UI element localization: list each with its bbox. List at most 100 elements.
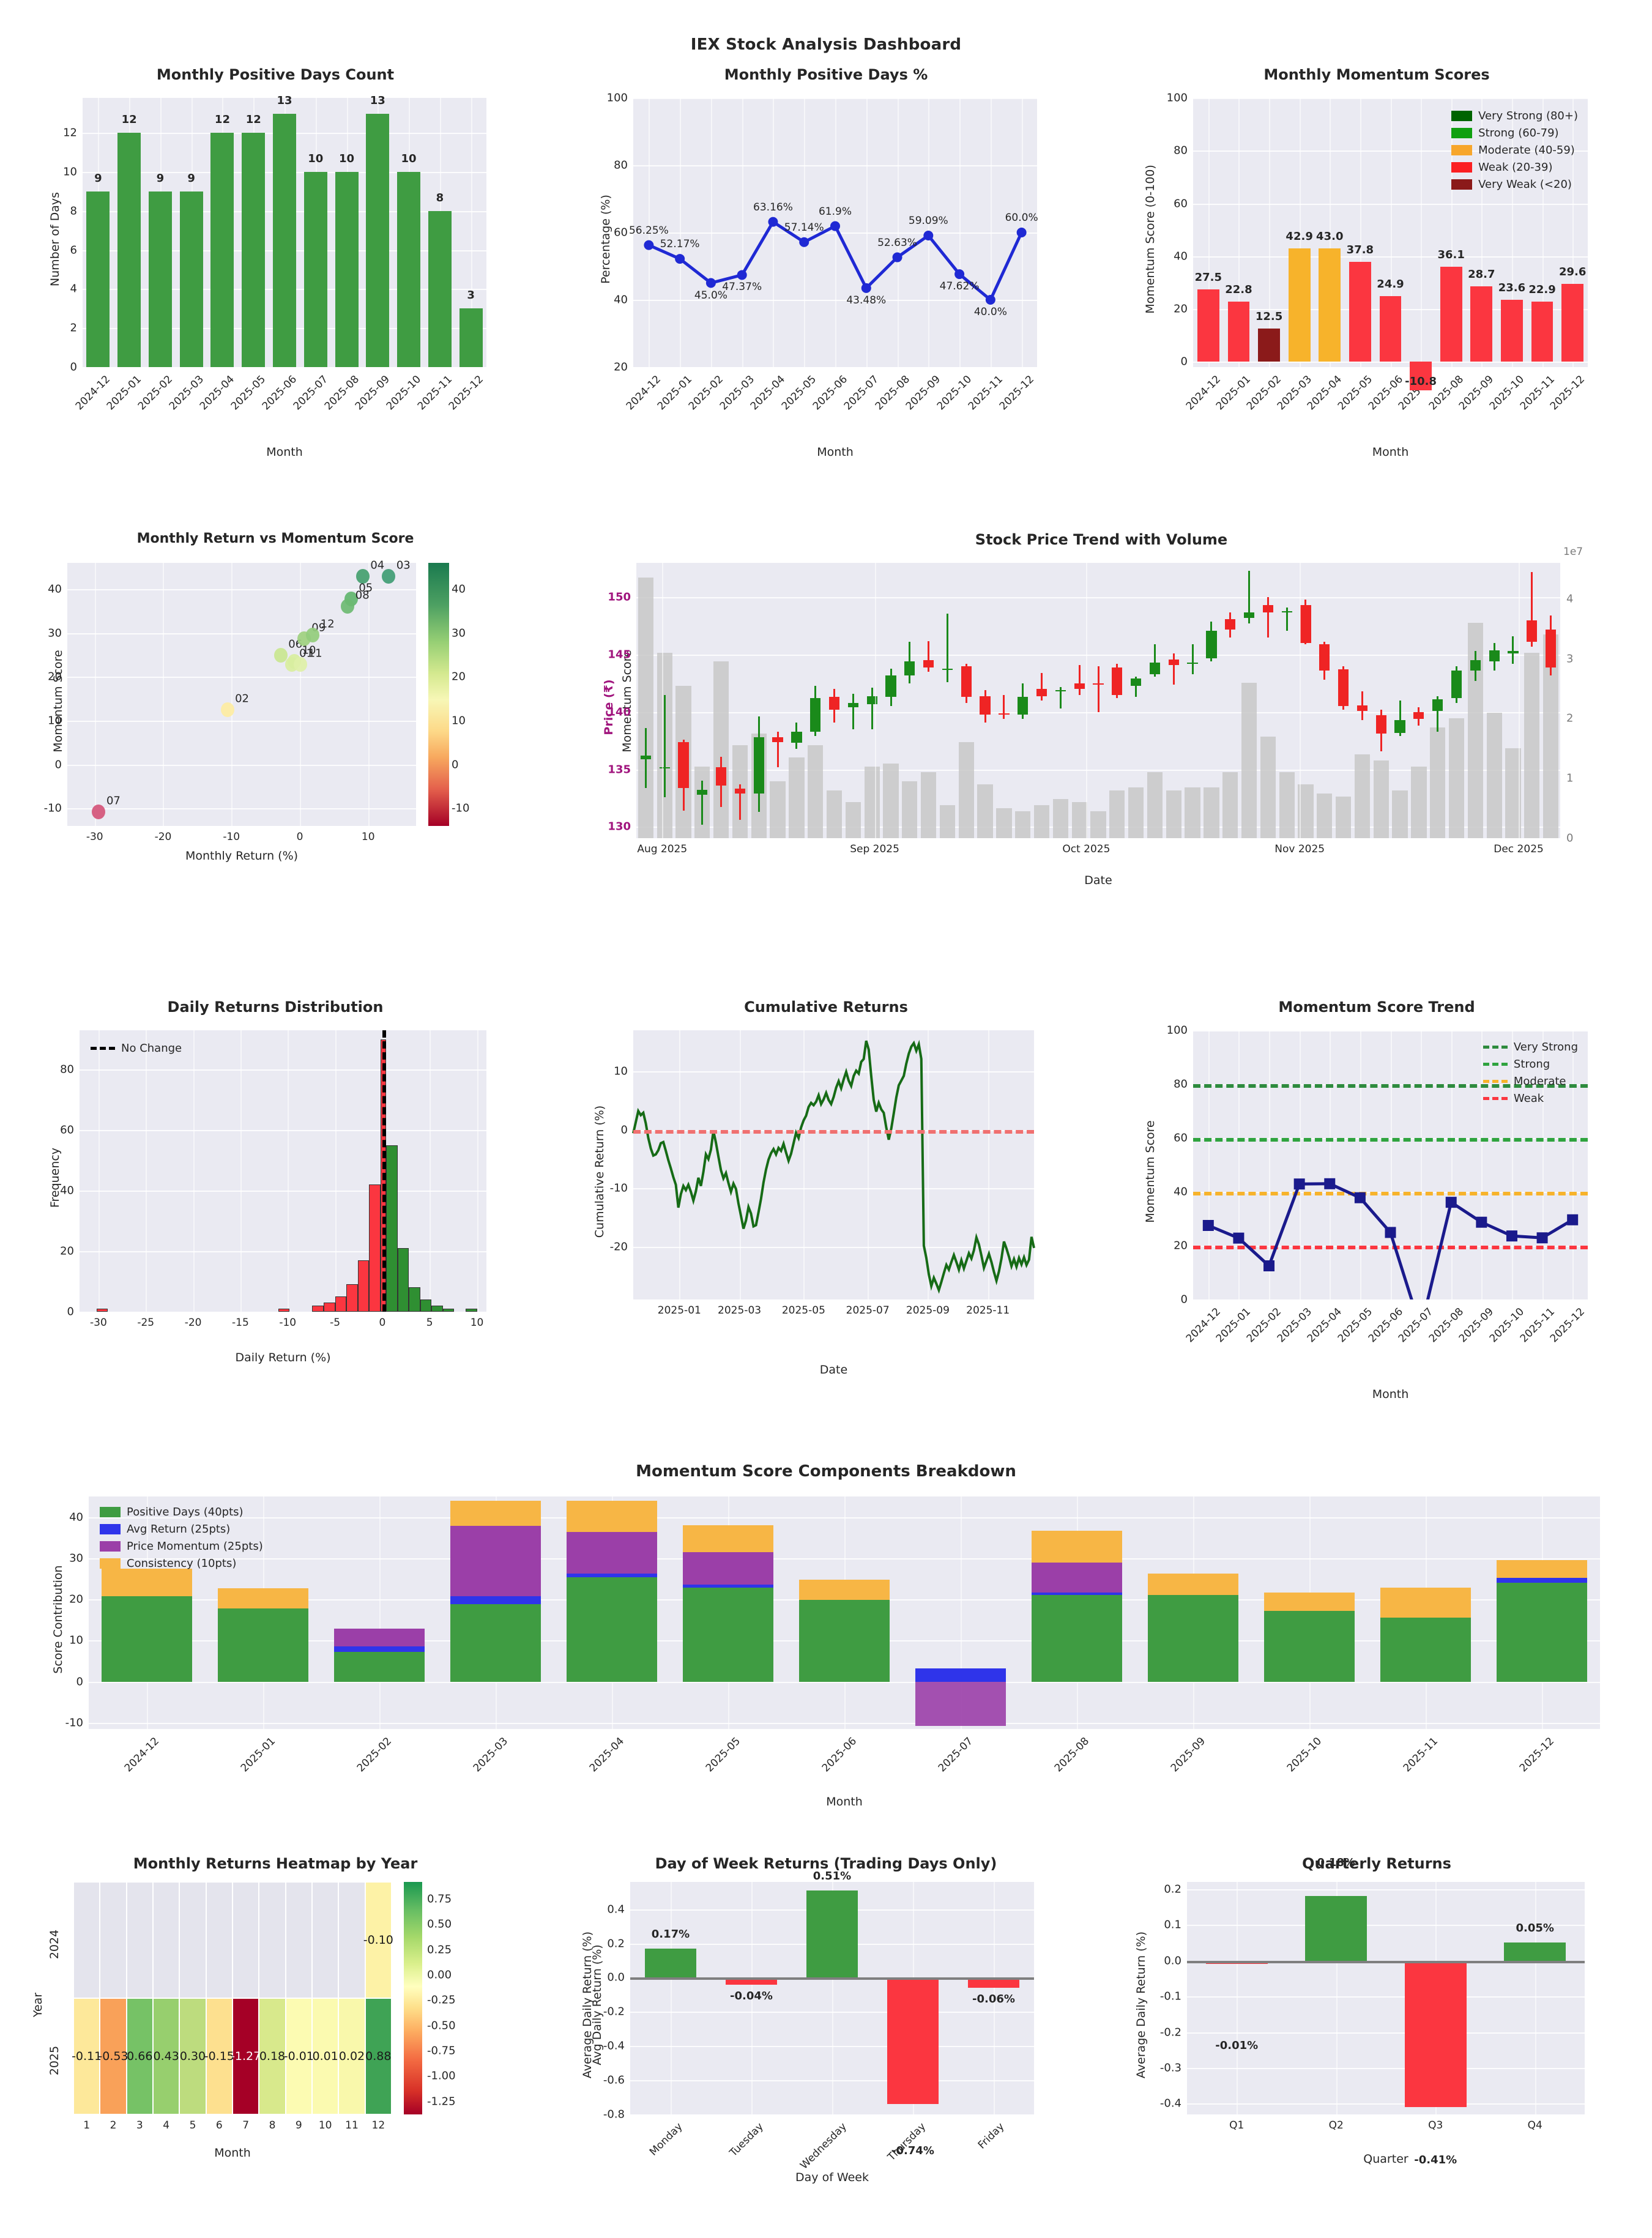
colorbar-tick-label: -1.25 <box>427 2095 456 2108</box>
volume-bar <box>1204 787 1219 838</box>
y-tick-label-price: 130 <box>608 820 631 833</box>
scatter-point-label: 10 <box>302 644 316 657</box>
volume-bar <box>1317 793 1333 838</box>
panel-cumulative-returns: Cumulative Returns -20 -10 0 10 2025-01 2025-… <box>551 984 1101 1455</box>
legend-item: Very Strong <box>1483 1039 1578 1056</box>
y-tick-label: 0 <box>70 360 77 374</box>
x-tick-label: 2025-10 <box>1284 1735 1325 1775</box>
gridline-horizontal <box>80 1191 486 1192</box>
candle-wick <box>852 693 854 729</box>
gridline-vertical <box>773 98 775 367</box>
gridline-horizontal <box>1187 2032 1585 2034</box>
x-tick-label: Dec 2025 <box>1494 843 1544 855</box>
legend-swatch <box>1451 111 1473 122</box>
panel-title: Daily Returns Distribution <box>167 998 384 1016</box>
stack-segment <box>682 1584 774 1588</box>
y-tick-label: 12 <box>63 126 77 139</box>
point-value-label: 59.09% <box>908 215 948 227</box>
candle-wick <box>1172 653 1175 685</box>
candle-body <box>1074 683 1085 690</box>
colorbar-tick-label: 0 <box>452 758 459 771</box>
x-axis-label: Daily Return (%) <box>235 1351 331 1364</box>
candle-wick <box>871 688 873 729</box>
x-tick-label: 2025-11 <box>966 1304 1010 1317</box>
candle-wick <box>946 613 948 682</box>
plot-area-positive-days-count: 0 2 4 6 8 10 12 9 2024-12 12 2025-01 9 2025-02 9 2025-… <box>63 94 486 412</box>
candle-body <box>1262 605 1273 612</box>
candle-body <box>1338 669 1349 707</box>
legend-item: Strong <box>1483 1056 1578 1073</box>
legend-item: Consistency (10pts) <box>100 1555 263 1572</box>
bar-value-label: 0.18% <box>1317 1856 1355 1869</box>
x-tick-label: -30 <box>86 831 103 843</box>
scatter-point-02 <box>220 702 234 718</box>
x-tick-label: 2025-07 <box>846 1304 890 1317</box>
heatmap-cell-2024-4 <box>154 1883 179 1998</box>
bar-value-label: 10 <box>308 152 324 166</box>
candle-body <box>1527 620 1538 642</box>
x-axis-label: Month <box>1372 445 1409 459</box>
y-tick-label: 4 <box>70 282 77 296</box>
legend-item: Moderate <box>1483 1073 1578 1090</box>
y-axis-label: Percentage (%) <box>599 195 612 284</box>
panel-title: Quarterly Returns <box>1302 1855 1451 1872</box>
x-axis-label: Date <box>819 1363 848 1377</box>
gridline-horizontal <box>633 1071 1034 1073</box>
candle-wick <box>663 694 666 797</box>
y-tick-label-price: 140 <box>608 705 631 719</box>
volume-bar <box>1222 772 1238 838</box>
histogram-bin <box>465 1309 477 1312</box>
bar-q3 <box>1404 1960 1467 2108</box>
volume-bar <box>1015 811 1031 838</box>
candle-wick <box>1003 694 1005 719</box>
gridline-vertical <box>1421 1030 1423 1299</box>
panel-title: Monthly Positive Days % <box>724 66 928 83</box>
bar-2025-12 <box>1561 283 1584 362</box>
panel-quarterly-returns: Quarterly Returns -0.4 -0.3 -0.2 -0.1 0.0 0.1… <box>1101 1846 1652 2238</box>
panel-title: Momentum Score Components Breakdown <box>636 1462 1016 1481</box>
gridline-horizontal <box>1187 1889 1585 1890</box>
gridline-vertical <box>335 1030 337 1312</box>
gridline-vertical <box>649 98 650 367</box>
candle-body <box>1243 612 1255 618</box>
x-axis-label: Month <box>1372 1388 1409 1401</box>
gridline-vertical <box>1451 1030 1453 1299</box>
chart-row-2: Monthly Return vs Momentum Score -10 0 10 2… <box>0 519 1652 984</box>
candle-body <box>753 737 764 794</box>
bar-monday <box>644 1948 697 1978</box>
candle-body <box>1112 667 1123 695</box>
legend-dash-swatch <box>1483 1080 1508 1084</box>
gridline-horizontal <box>636 712 1560 713</box>
y-tick-label: 20 <box>614 360 628 374</box>
bar-value-label: 23.6 <box>1498 281 1526 294</box>
threshold-line-strong <box>1193 1138 1588 1142</box>
colorbar-tick-label: -0.50 <box>427 2019 456 2032</box>
volume-bar <box>1354 754 1371 838</box>
plot-area-cumulative-returns: -20 -10 0 10 2025-01 2025-03 2025-05 2025-07 202… <box>610 1030 1035 1317</box>
x-tick-label: Oct 2025 <box>1062 843 1111 855</box>
histogram-bin <box>397 1248 409 1312</box>
panel-momentum-score-trend: Momentum Score Trend 0 20 40 60 80 100 2024-12… <box>1101 984 1652 1455</box>
candle-body <box>1356 705 1368 711</box>
chart-row-5: Monthly Returns Heatmap by Year -0.10 202… <box>0 1846 1652 2238</box>
candle-wick <box>776 731 779 767</box>
heatmap-cell-2024-8 <box>259 1883 285 1998</box>
y-tick-label: 10 <box>48 714 62 727</box>
volume-bar <box>1411 766 1427 838</box>
y-tick-label: 0.2 <box>1164 1883 1181 1896</box>
candle-body <box>1319 644 1330 671</box>
candle-body <box>1281 611 1292 612</box>
candle-wick <box>1286 608 1288 631</box>
bar-value-label: 37.8 <box>1346 244 1374 257</box>
candle-wick <box>1191 644 1194 674</box>
stack-segment <box>682 1588 774 1682</box>
legend-item: Price Momentum (25pts) <box>100 1538 263 1555</box>
candle-wick <box>739 784 741 820</box>
x-tick-label: 12 <box>371 2119 385 2132</box>
legend-swatch <box>1451 145 1473 156</box>
volume-bar <box>1373 760 1389 838</box>
candle-wick <box>701 781 704 825</box>
bar-2025-11 <box>428 210 452 367</box>
volume-bar <box>789 757 805 838</box>
y-tick-label: -0.4 <box>603 2039 625 2053</box>
